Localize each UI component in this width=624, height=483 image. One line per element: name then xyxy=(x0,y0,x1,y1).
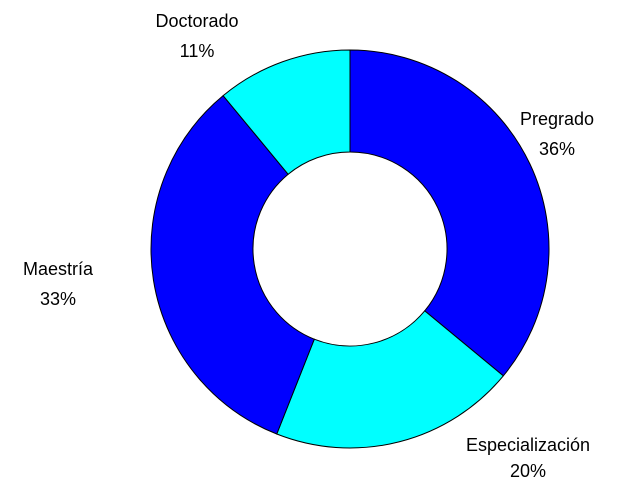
donut-slice xyxy=(150,94,315,435)
slice-label: Especialización xyxy=(466,435,590,455)
donut-slice xyxy=(222,49,351,175)
donut-slice xyxy=(349,49,550,377)
slice-value-label: 20% xyxy=(510,461,546,481)
slice-value-label: 33% xyxy=(40,289,76,309)
donut-slice xyxy=(276,310,505,449)
slice-label: Doctorado xyxy=(155,11,238,31)
slice-value-label: 11% xyxy=(180,41,215,61)
slice-label: Maestría xyxy=(23,259,94,279)
slice-value-label: 36% xyxy=(539,139,575,159)
slice-label: Pregrado xyxy=(520,109,594,129)
